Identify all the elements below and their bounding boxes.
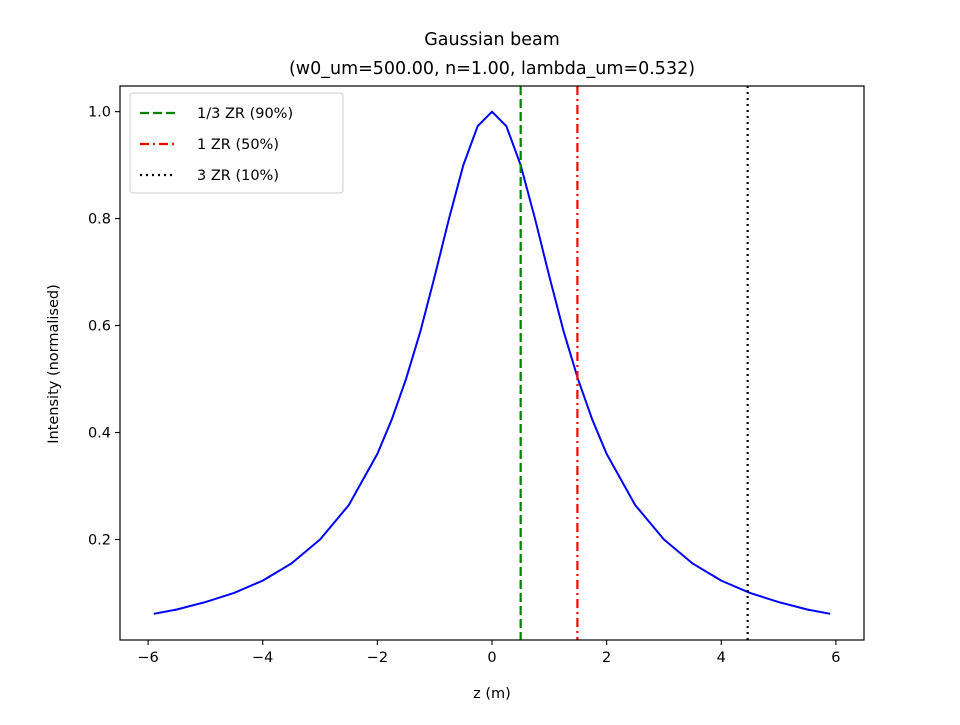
legend-label: 3 ZR (10%) [197,168,279,184]
y-tick-label: 0.8 [88,212,111,228]
x-tick-label: −6 [137,650,158,666]
x-tick-label: 2 [602,650,611,666]
x-tick-label: −4 [252,650,273,666]
legend-box [129,92,344,194]
y-axis-label: Intensity (normalised) [46,284,62,444]
x-axis-ticks: −6 −4 −2 0 2 4 6 [137,640,841,666]
x-tick-label: 4 [717,650,726,666]
x-tick-label: −2 [367,650,388,666]
series-line-0 [153,110,831,615]
y-tick-label: 0.4 [88,426,111,442]
x-tick-label: 6 [831,650,840,666]
y-tick-label: 0.6 [88,319,111,335]
x-axis-label: z (m) [473,686,511,702]
legend-label: 1/3 ZR (90%) [197,106,293,122]
chart-subtitle: (w0_um=500.00, n=1.00, lambda_um=0.532) [289,59,695,79]
chart-title: Gaussian beam [424,30,560,50]
plot-area [119,85,865,641]
y-tick-label: 1.0 [88,105,111,121]
y-tick-label: 0.2 [88,532,111,548]
x-tick-label: 0 [487,650,496,666]
legend-label: 1 ZR (50%) [197,137,279,153]
legend: 1/3 ZR (90%) 1 ZR (50%) 3 ZR (10%) [129,92,344,194]
y-axis-ticks: 0.2 0.4 0.6 0.8 1.0 [88,105,120,548]
